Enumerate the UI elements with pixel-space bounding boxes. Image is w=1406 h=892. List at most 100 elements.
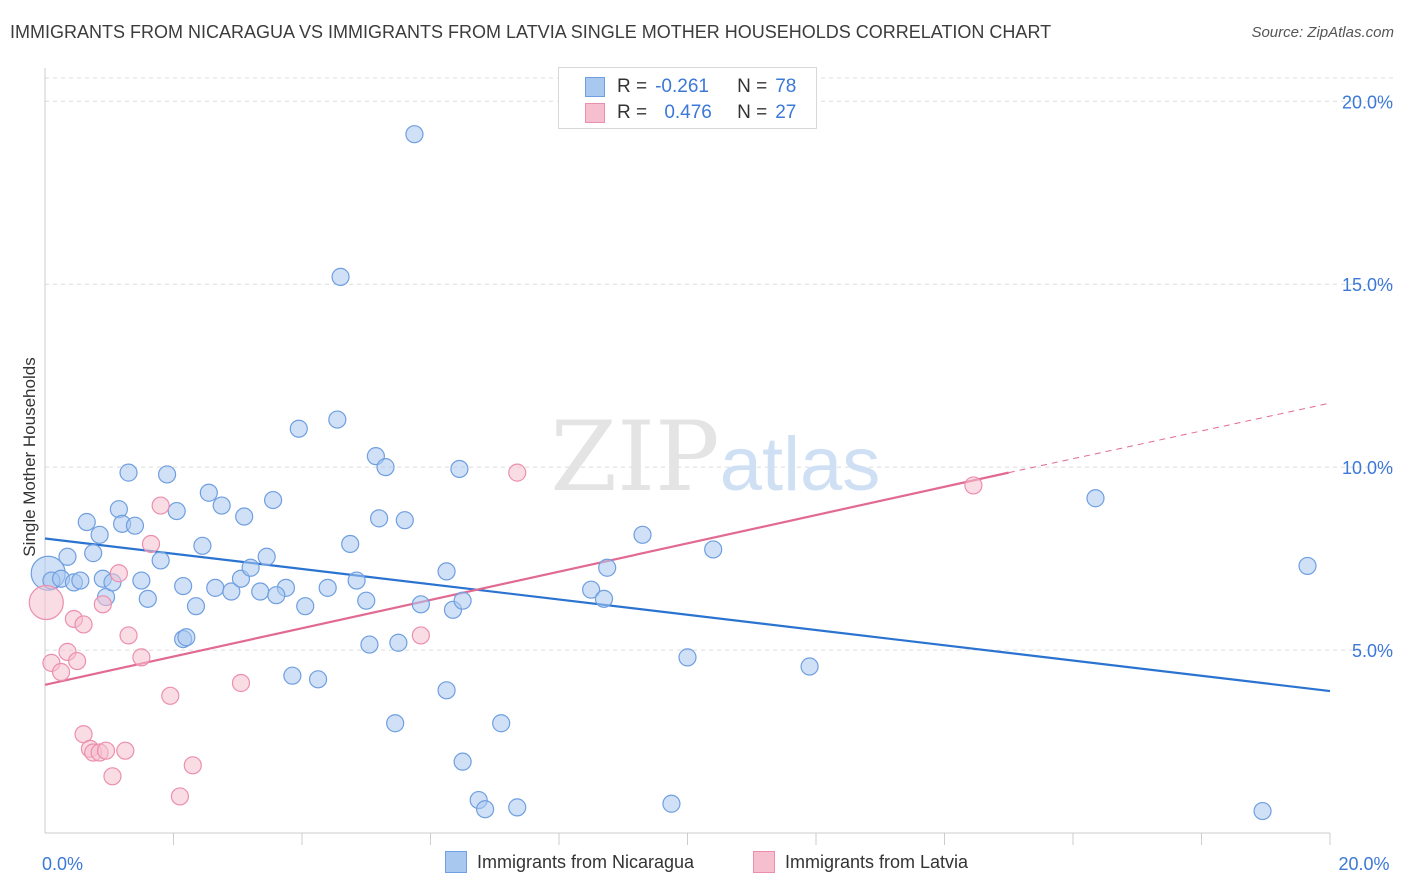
point-nicaragua xyxy=(84,544,103,563)
point-nicaragua xyxy=(328,410,347,429)
legend-label-nicaragua: Immigrants from Nicaragua xyxy=(477,851,695,872)
point-latvia xyxy=(96,741,116,760)
point-nicaragua xyxy=(594,589,614,608)
point-nicaragua xyxy=(437,562,456,581)
correlation-legend: R = -0.261 N = 78 R = 0.476 N = 27 xyxy=(558,67,817,129)
point-latvia xyxy=(51,662,71,682)
point-nicaragua xyxy=(633,525,652,544)
legend-label-latvia: Immigrants from Latvia xyxy=(785,851,969,872)
point-nicaragua xyxy=(389,633,408,652)
point-nicaragua xyxy=(357,591,376,610)
point-latvia xyxy=(170,787,190,806)
point-nicaragua xyxy=(437,681,456,700)
point-nicaragua xyxy=(453,591,472,610)
point-nicaragua xyxy=(193,536,212,555)
legend-swatch-nicaragua xyxy=(585,77,605,97)
point-nicaragua xyxy=(1086,489,1105,508)
point-latvia xyxy=(141,534,161,554)
point-nicaragua xyxy=(411,595,430,614)
point-nicaragua xyxy=(167,501,186,521)
series-legend: Immigrants from Nicaragua Immigrants fro… xyxy=(0,851,1406,877)
point-nicaragua xyxy=(508,798,527,817)
data-points xyxy=(28,125,1317,821)
legend-item-nicaragua[interactable]: Immigrants from Nicaragua xyxy=(445,851,694,873)
x-tick-label: 20.0% xyxy=(1338,854,1389,874)
y-tick-label: 15.0% xyxy=(1342,275,1393,295)
point-nicaragua xyxy=(360,635,379,654)
trend-lines xyxy=(44,402,1331,693)
point-nicaragua xyxy=(206,578,225,597)
point-latvia xyxy=(116,741,135,760)
point-nicaragua xyxy=(151,551,170,570)
point-nicaragua xyxy=(174,576,193,596)
point-latvia xyxy=(161,686,180,705)
point-nicaragua xyxy=(1253,801,1272,821)
tick-labels: 5.0% 10.0% 15.0% 20.0% 0.0% 20.0% xyxy=(42,92,1393,874)
point-nicaragua xyxy=(395,511,414,530)
point-latvia xyxy=(508,463,527,482)
point-nicaragua xyxy=(582,580,601,599)
point-nicaragua xyxy=(177,628,196,647)
point-latvia xyxy=(183,756,202,775)
point-nicaragua xyxy=(212,496,231,515)
watermark-atlas: atlas xyxy=(720,422,881,507)
point-nicaragua xyxy=(341,534,360,554)
trend-line-latvia xyxy=(44,471,1009,686)
point-latvia xyxy=(119,626,138,645)
r-label: R = xyxy=(617,76,648,97)
legend-row-nicaragua: R = -0.261 N = 78 xyxy=(585,74,796,100)
point-latvia xyxy=(231,673,251,693)
point-latvia xyxy=(93,595,112,614)
point-latvia xyxy=(411,626,430,645)
point-nicaragua xyxy=(492,714,511,733)
y-tick-label: 20.0% xyxy=(1342,92,1393,112)
point-nicaragua xyxy=(77,512,96,532)
point-nicaragua xyxy=(476,800,495,819)
point-latvia xyxy=(964,476,983,495)
legend-row-latvia: R = 0.476 N = 27 xyxy=(585,100,796,126)
point-nicaragua xyxy=(263,490,283,510)
axes xyxy=(44,68,1331,845)
y-tick-label: 10.0% xyxy=(1342,458,1393,478)
point-nicaragua xyxy=(331,267,350,286)
trend-line-nicaragua xyxy=(44,537,1331,693)
trend-extension-latvia xyxy=(1008,402,1331,474)
y-tick-label: 5.0% xyxy=(1352,641,1393,661)
legend-swatch-nicaragua xyxy=(445,851,467,873)
point-nicaragua xyxy=(1298,556,1317,576)
r-value-nicaragua: -0.261 xyxy=(655,76,709,97)
watermark-zip: ZIP xyxy=(550,401,719,513)
point-nicaragua xyxy=(132,571,151,590)
point-nicaragua xyxy=(283,666,302,685)
legend-item-latvia[interactable]: Immigrants from Latvia xyxy=(753,851,968,873)
point-nicaragua xyxy=(289,419,308,438)
point-latvia xyxy=(68,651,87,671)
point-latvia xyxy=(132,648,151,667)
point-nicaragua xyxy=(199,483,218,502)
point-nicaragua xyxy=(308,670,328,689)
r-label: R = xyxy=(617,102,648,123)
point-nicaragua xyxy=(257,547,276,566)
n-value-latvia: 27 xyxy=(775,102,797,123)
point-nicaragua xyxy=(251,582,270,601)
point-nicaragua xyxy=(157,465,177,484)
point-latvia xyxy=(109,564,128,583)
point-nicaragua xyxy=(222,582,241,601)
point-nicaragua xyxy=(318,578,337,597)
point-latvia xyxy=(28,584,64,621)
point-nicaragua xyxy=(235,507,254,526)
x-tick-label: 0.0% xyxy=(42,854,83,874)
point-nicaragua xyxy=(186,597,206,616)
point-nicaragua xyxy=(125,516,145,535)
point-nicaragua xyxy=(119,463,138,482)
point-nicaragua xyxy=(370,509,389,528)
n-label: N = xyxy=(737,76,768,97)
point-nicaragua xyxy=(296,597,315,616)
point-nicaragua xyxy=(678,648,697,667)
point-nicaragua xyxy=(58,547,77,566)
point-nicaragua xyxy=(704,540,723,559)
point-nicaragua xyxy=(450,459,469,479)
n-value-nicaragua: 78 xyxy=(775,76,797,97)
point-nicaragua xyxy=(109,500,128,519)
